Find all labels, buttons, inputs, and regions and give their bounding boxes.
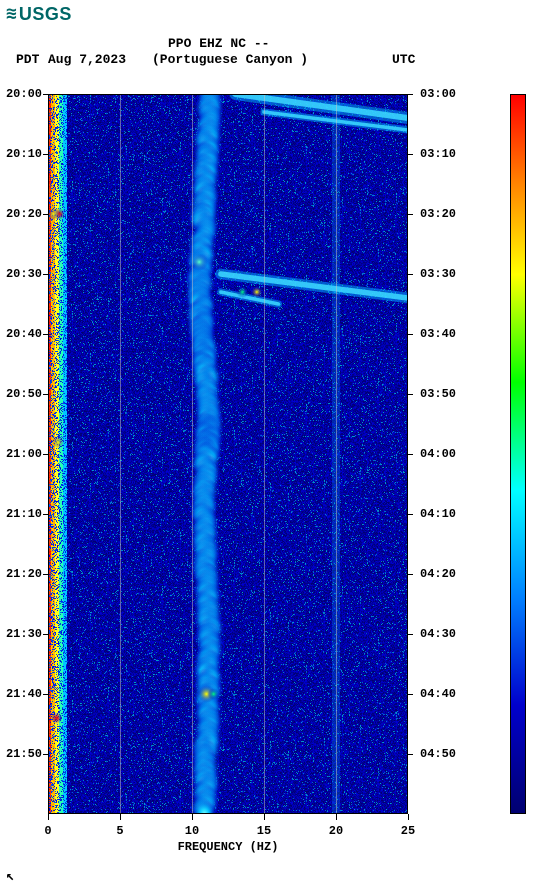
x-tickmark xyxy=(192,814,193,820)
tz-right-label: UTC xyxy=(392,52,415,67)
y-left-tick: 21:30 xyxy=(6,627,42,641)
y-left-tick: 21:40 xyxy=(6,687,42,701)
y-left-tickmark xyxy=(43,694,48,695)
y-left-tick: 21:10 xyxy=(6,507,42,521)
y-right-tickmark xyxy=(408,214,413,215)
x-tick: 5 xyxy=(116,824,123,838)
colorbar xyxy=(510,94,526,814)
y-left-tick: 20:20 xyxy=(6,207,42,221)
y-right-tick: 04:10 xyxy=(420,507,456,521)
y-left-tickmark xyxy=(43,214,48,215)
x-tick: 15 xyxy=(257,824,271,838)
y-right-tickmark xyxy=(408,514,413,515)
y-right-tick: 03:10 xyxy=(420,147,456,161)
back-arrow-icon[interactable]: ↖ xyxy=(6,868,14,885)
y-left-tick: 21:00 xyxy=(6,447,42,461)
y-right-tickmark xyxy=(408,334,413,335)
station-code: PPO EHZ NC -- xyxy=(168,36,269,51)
y-right-tickmark xyxy=(408,274,413,275)
spectrogram-plot xyxy=(48,94,408,814)
x-axis-label: FREQUENCY (HZ) xyxy=(48,840,408,854)
y-axis-left: 20:0020:1020:2020:3020:4020:5021:0021:10… xyxy=(0,94,48,814)
y-right-tick: 04:20 xyxy=(420,567,456,581)
x-tick: 10 xyxy=(185,824,199,838)
x-tick: 25 xyxy=(401,824,415,838)
y-left-tickmark xyxy=(43,634,48,635)
y-left-tick: 20:40 xyxy=(6,327,42,341)
y-left-tickmark xyxy=(43,154,48,155)
x-tickmark xyxy=(264,814,265,820)
y-right-tickmark xyxy=(408,454,413,455)
y-right-tick: 03:00 xyxy=(420,87,456,101)
y-right-tickmark xyxy=(408,154,413,155)
y-left-tick: 21:50 xyxy=(6,747,42,761)
y-right-tickmark xyxy=(408,574,413,575)
tz-left-label: PDT xyxy=(16,52,39,67)
y-left-tick: 20:30 xyxy=(6,267,42,281)
y-right-tickmark xyxy=(408,754,413,755)
y-right-tick: 03:50 xyxy=(420,387,456,401)
y-right-tickmark xyxy=(408,694,413,695)
y-left-tickmark xyxy=(43,754,48,755)
x-tickmark xyxy=(48,814,49,820)
x-tickmark xyxy=(336,814,337,820)
y-left-tickmark xyxy=(43,334,48,335)
x-axis: FREQUENCY (HZ) 0510152025 xyxy=(48,814,408,854)
y-left-tick: 20:10 xyxy=(6,147,42,161)
y-axis-right: 03:0003:1003:2003:3003:4003:5004:0004:10… xyxy=(408,94,468,814)
x-tick: 20 xyxy=(329,824,343,838)
y-right-tickmark xyxy=(408,394,413,395)
x-tickmark xyxy=(408,814,409,820)
y-right-tickmark xyxy=(408,94,413,95)
y-left-tickmark xyxy=(43,94,48,95)
x-tickmark xyxy=(120,814,121,820)
y-left-tick: 20:50 xyxy=(6,387,42,401)
x-tick: 0 xyxy=(44,824,51,838)
location-label: (Portuguese Canyon ) xyxy=(152,52,308,67)
y-right-tick: 03:40 xyxy=(420,327,456,341)
y-left-tickmark xyxy=(43,514,48,515)
y-right-tick: 03:30 xyxy=(420,267,456,281)
y-right-tickmark xyxy=(408,634,413,635)
spectrogram-canvas xyxy=(48,94,408,814)
date-label: Aug 7,2023 xyxy=(48,52,126,67)
usgs-logo: ≋ USGS xyxy=(6,4,72,25)
y-right-tick: 04:00 xyxy=(420,447,456,461)
y-right-tick: 04:40 xyxy=(420,687,456,701)
y-left-tickmark xyxy=(43,454,48,455)
logo-text: USGS xyxy=(19,4,72,25)
y-left-tick: 21:20 xyxy=(6,567,42,581)
y-right-tick: 04:30 xyxy=(420,627,456,641)
y-left-tickmark xyxy=(43,394,48,395)
y-right-tick: 04:50 xyxy=(420,747,456,761)
y-right-tick: 03:20 xyxy=(420,207,456,221)
y-left-tickmark xyxy=(43,274,48,275)
y-left-tickmark xyxy=(43,574,48,575)
logo-wave-icon: ≋ xyxy=(6,6,17,24)
y-left-tick: 20:00 xyxy=(6,87,42,101)
